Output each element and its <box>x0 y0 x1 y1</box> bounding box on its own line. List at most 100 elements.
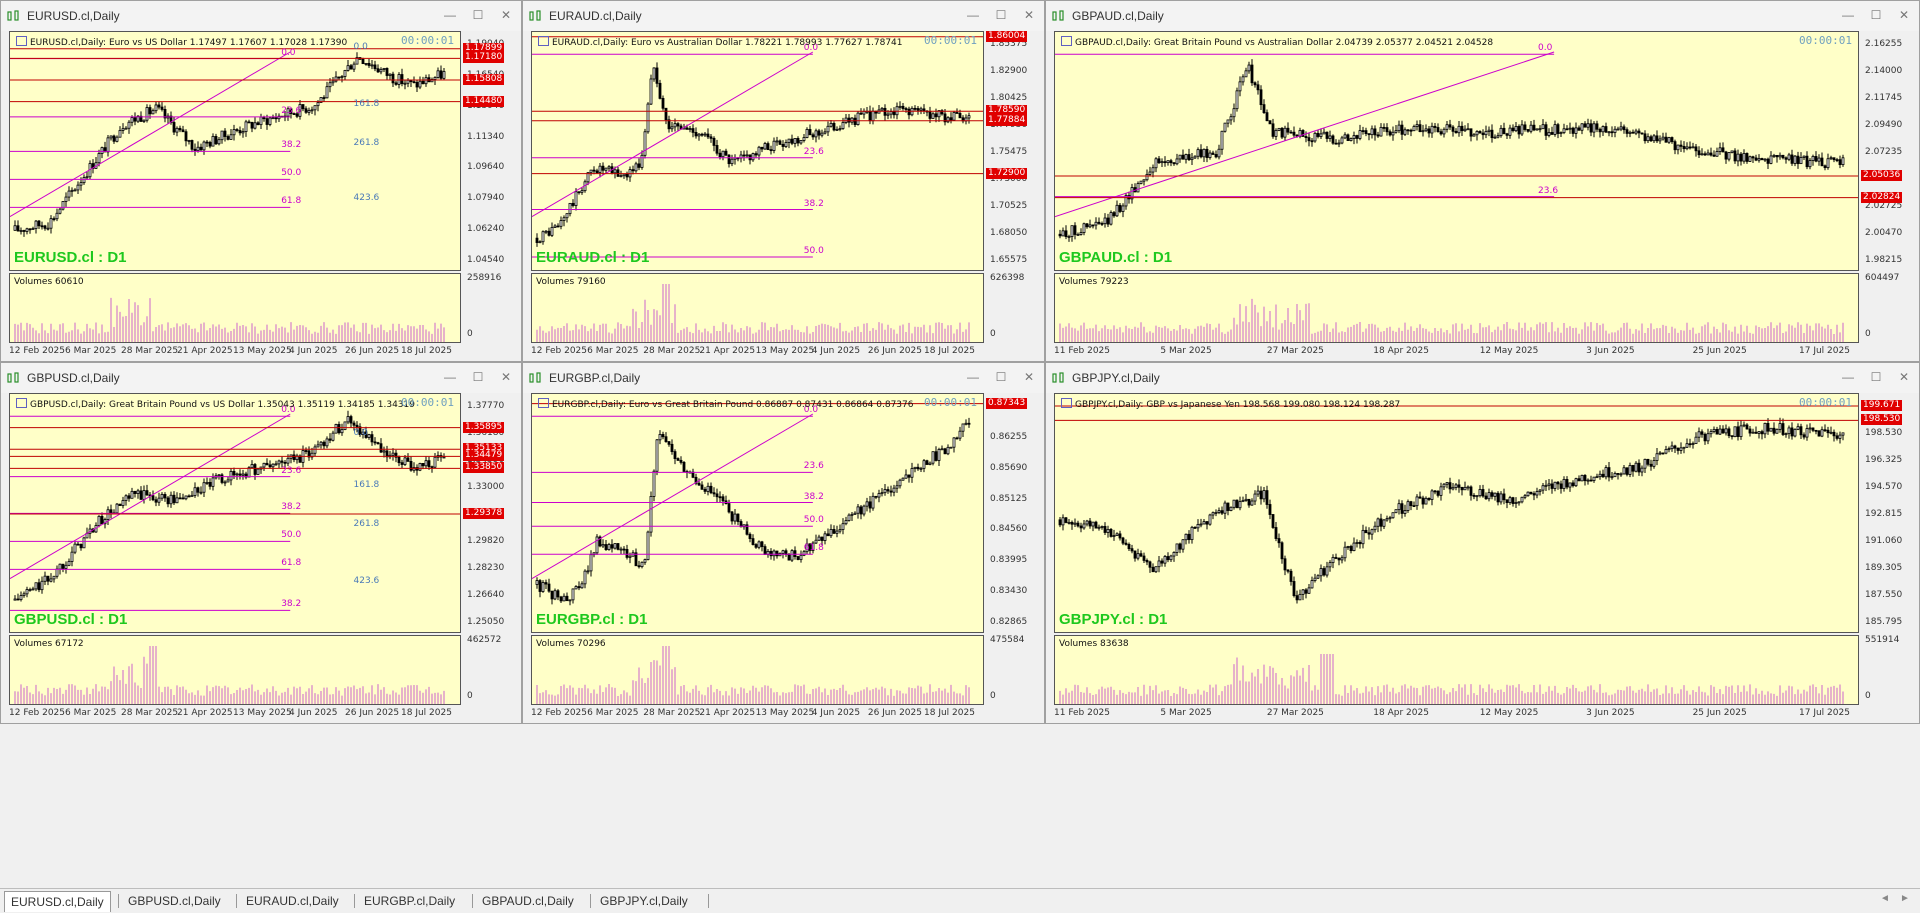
price-level-tag[interactable]: 2.05036 <box>1861 170 1903 181</box>
fibo-trend-line[interactable] <box>1055 51 1555 218</box>
price-level-tag[interactable]: 1.35895 <box>463 421 505 433</box>
chart-menu-icon[interactable] <box>1061 36 1072 46</box>
price-level-tag[interactable]: 1.77884 <box>986 114 1028 126</box>
close-icon[interactable]: ✕ <box>500 8 512 22</box>
candle-body <box>1388 131 1392 136</box>
price-axis[interactable]: 1.853751.829001.804251.779501.754751.730… <box>986 30 1046 271</box>
maximize-icon[interactable]: ☐ <box>995 370 1007 384</box>
volume-tick-label: 258916 <box>467 273 502 283</box>
candle-body <box>904 474 908 479</box>
window-titlebar[interactable]: EURGBP.cl,Daily — ☐ ✕ <box>523 363 1044 393</box>
chart-menu-icon[interactable] <box>538 36 549 46</box>
chart-window-2[interactable]: GBPAUD.cl,Daily — ☐ ✕ 0.0 23.6 GBPAUD.cl,Daily… <box>1045 0 1920 362</box>
price-axis[interactable]: 1.190401.165401.130401.113401.096401.079… <box>463 31 523 271</box>
chart-tab[interactable]: GBPAUD.cl,Daily <box>482 894 574 908</box>
maximize-icon[interactable]: ☐ <box>472 370 484 384</box>
candle-body <box>364 62 368 65</box>
window-titlebar[interactable]: EURUSD.cl,Daily — ☐ ✕ <box>1 1 521 31</box>
price-axis[interactable]: 199.671 198.530 196.325 194.570 192.815 191.0… <box>1861 393 1920 633</box>
minimize-icon[interactable]: — <box>967 8 979 22</box>
date-axis[interactable]: 12 Feb 2025 6 Mar 2025 28 Mar 2025 21 Apr 2… <box>9 707 461 723</box>
minimize-icon[interactable]: — <box>444 370 456 384</box>
price-level-tag[interactable]: 1.34479 <box>463 450 505 462</box>
date-axis[interactable]: 12 Feb 2025 6 Mar 2025 28 Mar 2025 21 Apr 2… <box>531 345 984 361</box>
price-chart-pane[interactable]: GBPJPY.cl,Daily: GBP vs Japanese Yen 198… <box>1054 393 1859 633</box>
maximize-icon[interactable]: ☐ <box>472 8 484 22</box>
date-axis[interactable]: 12 Feb 2025 6 Mar 2025 28 Mar 2025 21 Apr 2… <box>531 707 984 723</box>
maximize-icon[interactable]: ☐ <box>1870 8 1882 22</box>
chart-window-3[interactable]: GBPUSD.cl,Daily — ☐ ✕ 0.0 23.6 38.2 50.0 61.8 38.… <box>0 362 522 724</box>
fibo-trend-line[interactable] <box>532 51 814 218</box>
close-icon[interactable]: ✕ <box>1898 8 1910 22</box>
candle-body <box>301 104 305 110</box>
price-level-tag[interactable]: 1.14480 <box>463 95 505 107</box>
close-icon[interactable]: ✕ <box>500 370 512 384</box>
window-titlebar[interactable]: GBPAUD.cl,Daily — ☐ ✕ <box>1046 1 1919 31</box>
price-chart-pane[interactable]: 0.0 23.6 38.2 50.0 61.8 EURGBP.cl,Daily: Euro… <box>531 393 984 633</box>
tab-scroll-right-icon[interactable]: ► <box>1900 893 1910 904</box>
volume-pane[interactable]: Volumes 70296 <box>531 635 984 705</box>
price-chart-pane[interactable]: 0.0 23.6 GBPAUD.cl,Daily: Great Britain Po… <box>1054 31 1859 271</box>
chart-menu-icon[interactable] <box>538 398 549 408</box>
price-level-tag[interactable]: 1.17899 <box>463 42 505 54</box>
chart-menu-icon[interactable] <box>16 36 27 46</box>
price-chart-pane[interactable]: 0.0 23.6 38.2 50.0 61.8 0.0 161.8 261.8 423.6 EUR… <box>9 31 461 271</box>
price-level-tag[interactable]: 1.35133 <box>463 443 505 455</box>
candle-body <box>139 115 143 122</box>
window-titlebar[interactable]: GBPJPY.cl,Daily — ☐ ✕ <box>1046 363 1919 393</box>
price-level-tag[interactable]: 0.87343 <box>986 397 1028 409</box>
minimize-icon[interactable]: — <box>1842 370 1854 384</box>
date-axis[interactable]: 11 Feb 2025 5 Mar 2025 27 Mar 2025 18 Apr 2… <box>1054 707 1859 723</box>
price-level-tag[interactable]: 2.02824 <box>1861 191 1903 203</box>
candle-body <box>661 97 665 109</box>
fibo-trend-line[interactable] <box>532 413 814 580</box>
price-axis[interactable]: 2.162552.140002.117452.094902.072352.049… <box>1861 31 1920 271</box>
volume-pane[interactable]: Volumes 83638 <box>1054 635 1859 705</box>
close-icon[interactable]: ✕ <box>1023 8 1035 22</box>
maximize-icon[interactable]: ☐ <box>995 8 1007 22</box>
price-chart-pane[interactable]: 0.0 23.6 38.2 50.0 EURAUD.cl,Daily: Euro vs … <box>531 31 984 271</box>
chart-tab[interactable]: EURAUD.cl,Daily <box>246 894 339 908</box>
close-icon[interactable]: ✕ <box>1023 370 1035 384</box>
fibo-trend-line[interactable] <box>10 51 291 218</box>
minimize-icon[interactable]: — <box>967 370 979 384</box>
tab-scroll-left-icon[interactable]: ◄ <box>1880 893 1890 904</box>
price-level-tag[interactable]: 1.29378 <box>463 508 505 519</box>
minimize-icon[interactable]: — <box>444 8 456 22</box>
price-axis[interactable]: 1.377701.361801.345901.330001.314101.298… <box>463 393 523 633</box>
chart-tab[interactable]: GBPUSD.cl,Daily <box>128 894 221 908</box>
price-level-tag[interactable]: 1.78590 <box>986 105 1028 117</box>
chart-tab[interactable]: EURUSD.cl,Daily <box>4 891 111 912</box>
price-level-tag[interactable]: 1.86004 <box>986 30 1028 42</box>
window-titlebar[interactable]: EURAUD.cl,Daily — ☐ ✕ <box>523 1 1044 31</box>
chart-tab[interactable]: GBPJPY.cl,Daily <box>600 894 688 908</box>
chart-window-1[interactable]: EURAUD.cl,Daily — ☐ ✕ 0.0 23.6 38.2 50.0 EURAUD.… <box>522 0 1045 362</box>
maximize-icon[interactable]: ☐ <box>1870 370 1882 384</box>
date-axis[interactable]: 12 Feb 2025 6 Mar 2025 28 Mar 2025 21 Apr 2… <box>9 345 461 361</box>
date-axis[interactable]: 11 Feb 2025 5 Mar 2025 27 Mar 2025 18 Apr 2… <box>1054 345 1859 361</box>
price-level-tag[interactable]: 199.671 <box>1861 400 1903 411</box>
chart-window-4[interactable]: EURGBP.cl,Daily — ☐ ✕ 0.0 23.6 38.2 50.0 61.8 EUR… <box>522 362 1045 724</box>
price-level-tag[interactable]: 1.72900 <box>986 167 1028 179</box>
price-level-tag[interactable]: 1.33850 <box>463 462 505 474</box>
date-tick-label: 18 Jul 2025 <box>924 708 975 718</box>
volume-pane[interactable]: Volumes 67172 <box>9 635 461 705</box>
chart-menu-icon[interactable] <box>1061 398 1072 408</box>
close-icon[interactable]: ✕ <box>1898 370 1910 384</box>
price-chart-pane[interactable]: 0.0 23.6 38.2 50.0 61.8 38.2 0.0 161.8 261.8 423.… <box>9 393 461 633</box>
volume-pane[interactable]: Volumes 79223 <box>1054 273 1859 343</box>
price-axis[interactable]: 0.868200.862550.856900.851250.845600.839… <box>986 393 1046 633</box>
volume-pane[interactable]: Volumes 79160 <box>531 273 984 343</box>
price-level-tag[interactable]: 1.15808 <box>463 74 505 85</box>
fibo-trend-line[interactable] <box>10 413 291 580</box>
minimize-icon[interactable]: — <box>1842 8 1854 22</box>
price-level-tag[interactable]: 198.530 <box>1861 414 1903 426</box>
window-titlebar[interactable]: GBPUSD.cl,Daily — ☐ ✕ <box>1 363 521 393</box>
chart-window-0[interactable]: EURUSD.cl,Daily — ☐ ✕ 0.0 23.6 38.2 50.0 61.8 0.0… <box>0 0 522 362</box>
candle-body <box>589 169 593 174</box>
chart-window-5[interactable]: GBPJPY.cl,Daily — ☐ ✕ GBPJPY.cl,Daily: GBP v… <box>1045 362 1920 724</box>
chart-menu-icon[interactable] <box>16 398 27 408</box>
volume-pane[interactable]: Volumes 60610 <box>9 273 461 343</box>
price-level-tag[interactable]: 1.17180 <box>463 52 505 64</box>
chart-tab[interactable]: EURGBP.cl,Daily <box>364 894 456 908</box>
